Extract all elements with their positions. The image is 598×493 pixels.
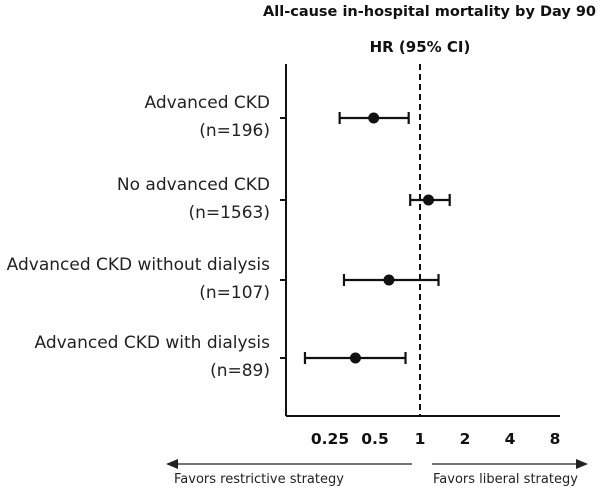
row-label: No advanced CKD <box>117 175 270 195</box>
row-n-label: (n=107) <box>199 283 270 303</box>
forest-row: Advanced CKD (n=196) <box>145 93 410 141</box>
x-axis-ticks: 0.25 0.5 1 2 4 8 <box>311 430 561 448</box>
x-tick-label: 4 <box>505 430 516 448</box>
direction-indicators: Favors restrictive strategy Favors liber… <box>166 459 588 487</box>
x-tick-label: 0.25 <box>311 430 349 448</box>
point-estimate <box>368 112 380 124</box>
chart-subtitle: HR (95% CI) <box>370 38 471 56</box>
axes <box>285 64 560 417</box>
row-label: Advanced CKD <box>145 93 270 113</box>
x-tick-label: 2 <box>460 430 471 448</box>
point-estimate <box>423 194 435 206</box>
chart-title: All-cause in-hospital mortality by Day 9… <box>263 4 596 20</box>
x-tick-label: 0.5 <box>361 430 388 448</box>
row-n-label: (n=89) <box>210 361 270 381</box>
forest-row: Advanced CKD with dialysis (n=89) <box>34 333 407 381</box>
point-estimate <box>349 352 361 364</box>
right-direction-label: Favors liberal strategy <box>433 472 578 487</box>
x-tick-label: 1 <box>415 430 426 448</box>
left-arrowhead-icon <box>166 459 178 469</box>
forest-row: Advanced CKD without dialysis (n=107) <box>7 255 440 303</box>
row-label: Advanced CKD without dialysis <box>7 255 270 275</box>
point-estimate <box>383 274 395 286</box>
right-arrowhead-icon <box>576 459 588 469</box>
row-label: Advanced CKD with dialysis <box>34 333 270 353</box>
row-n-label: (n=196) <box>199 121 270 141</box>
row-n-label: (n=1563) <box>188 203 270 223</box>
left-direction-label: Favors restrictive strategy <box>174 472 344 487</box>
x-tick-label: 8 <box>550 430 561 448</box>
forest-row: No advanced CKD (n=1563) <box>117 175 451 223</box>
data-rows: Advanced CKD (n=196) No advanced CKD (n=156… <box>7 93 451 381</box>
